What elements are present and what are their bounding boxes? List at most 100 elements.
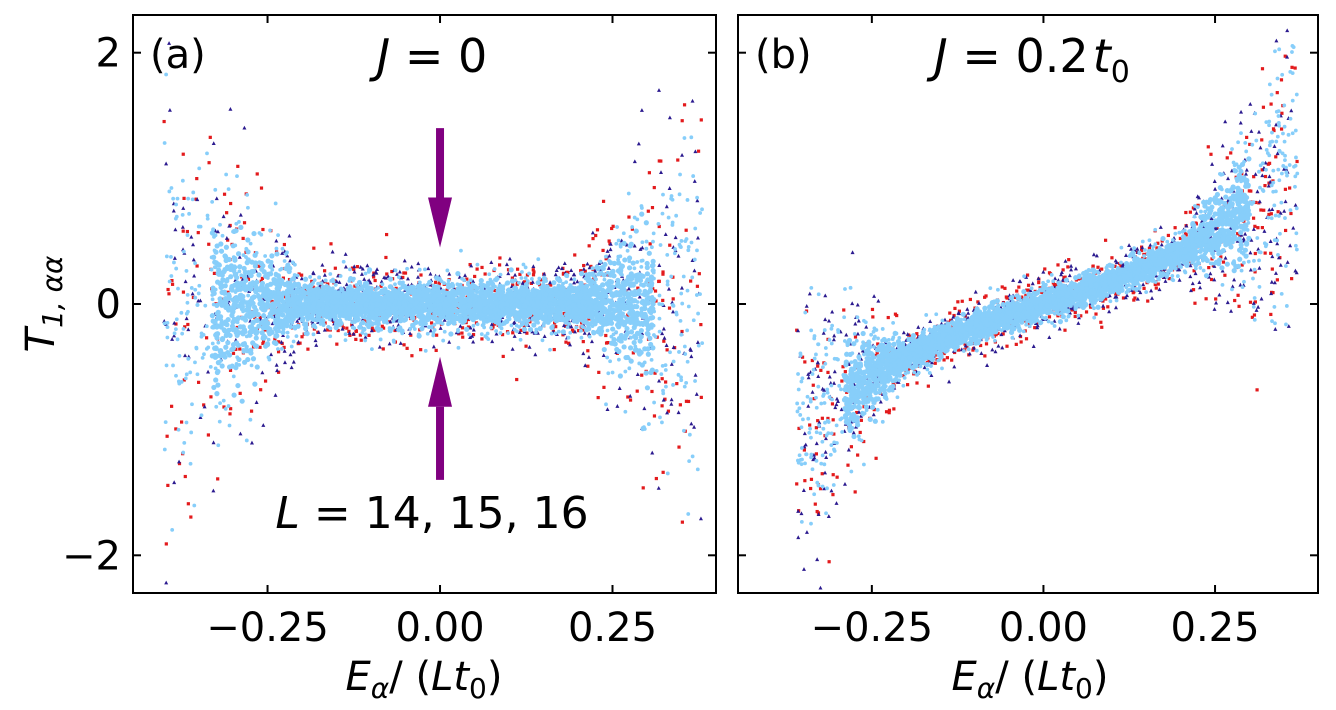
panel-a-core-point-2183: [238, 324, 244, 330]
panel-a-point-s1-135: [261, 423, 266, 427]
panel-a-core-point-751: [623, 354, 629, 361]
panel-a-core-point-1952: [600, 319, 606, 325]
panel-a-point-s2-1342: [210, 200, 215, 204]
panel-a-point-s0-382: [259, 186, 264, 190]
panel-a-point-s2-1103: [341, 259, 346, 264]
panel-a-point-s0-609: [689, 279, 693, 283]
panel-a-point-s2-851: [431, 333, 436, 338]
panel-a-point-s1-573: [387, 341, 392, 346]
panel-a-point-s0-168: [461, 335, 465, 339]
panel-a-point-s2-5: [623, 369, 628, 374]
panel-a-point-s1-389: [553, 272, 558, 277]
panel-a-point-s1-541: [221, 214, 226, 219]
panel-a-core-point-109: [610, 326, 616, 332]
panel-a-point-s1-198: [659, 170, 664, 175]
panel-a-point-s0-38: [564, 340, 568, 344]
panel-a-point-s0-241: [699, 322, 703, 327]
panel-a-point-s0-687: [570, 329, 575, 333]
panel-a-core-point-2056: [586, 326, 592, 332]
panel-a-core-point-861: [479, 285, 485, 291]
panel-a-core-point-1673: [620, 280, 626, 286]
panel-a-point-s2-1372: [260, 335, 265, 340]
panel-a-point-s0-162: [680, 520, 684, 524]
panel-a-point-s2-704: [529, 276, 534, 281]
panel-a-point-s0-562: [282, 345, 286, 349]
panel-a-core-point-1887: [628, 358, 634, 364]
panel-a-core-point-661: [601, 346, 607, 353]
panel-a-point-s1-619: [572, 272, 577, 277]
panel-a-point-s1-275: [295, 318, 300, 323]
panel-a-point-s0-58: [164, 542, 168, 546]
panel-a-point-s2-733: [540, 338, 545, 343]
panel-a-point-s2-4: [184, 269, 189, 273]
panel-a-point-s1-185: [322, 272, 327, 277]
panel-a-point-s0-167: [258, 345, 262, 349]
panel-a-point-s0-261: [367, 333, 371, 337]
panel-a-point-s2-1154: [499, 326, 504, 331]
panel-a-point-s0-421: [186, 322, 190, 327]
panel-a-core-point-1936: [218, 241, 224, 247]
panel-a-point-s1-296: [572, 329, 577, 334]
panel-a-point-s2-671: [167, 189, 172, 194]
panel-a-point-s1-52: [280, 251, 285, 255]
panel-a-core-point-2030: [497, 285, 503, 291]
panel-a-point-s2-1126: [289, 344, 294, 349]
panel-a-point-s1-455: [172, 480, 177, 485]
panel-a-point-s2-1066: [295, 273, 300, 278]
panel-a-point-s2-464: [188, 370, 193, 375]
panel-a-point-s2-835: [208, 365, 213, 369]
panel-a-core-point-1655: [213, 345, 219, 351]
panel-a-point-s1-368: [416, 261, 421, 266]
panel-a-point-s2-326: [164, 254, 169, 259]
panel-a-point-s2-591: [515, 329, 519, 334]
panel-a-point-s2-924: [199, 331, 204, 336]
panel-a-point-s2-1265: [220, 233, 225, 238]
panel-a-point-s0-191: [167, 292, 171, 296]
panel-a-point-s2-189: [316, 281, 321, 286]
panel-a-point-s1-285: [662, 335, 667, 340]
panel-a-point-s2-546: [226, 404, 231, 408]
panel-a-core-point-2000: [264, 283, 270, 289]
panel-a-point-s1-497: [287, 233, 292, 238]
panel-a-point-s2-750: [259, 232, 264, 237]
panel-a-point-s1-48: [510, 346, 515, 351]
panel-a-core-point-1435: [597, 271, 603, 277]
panel-a-point-s1-259: [689, 421, 694, 426]
panel-a-point-s2-619: [674, 310, 679, 315]
panel-a-point-s1-142: [673, 235, 678, 240]
panel-a-point-s2-845: [210, 297, 215, 302]
panel-a-core-point-1697: [490, 303, 496, 309]
panel-a-point-s0-403: [515, 377, 519, 382]
panel-a-core-point-1105: [621, 322, 627, 328]
panel-a-point-s1-41: [458, 323, 463, 328]
panel-a-point-s2-1256: [456, 329, 460, 334]
panel-a-point-s0-352: [372, 328, 376, 332]
panel-a-core-point-1911: [341, 290, 347, 297]
panel-a-point-s2-1075: [602, 277, 607, 282]
panel-a-point-s2-540: [671, 303, 676, 308]
panel-a-point-s2-1098: [190, 402, 194, 407]
panel-a-point-s1-528: [330, 249, 335, 254]
panel-a-point-s2-1324: [460, 276, 464, 281]
panel-a-point-s2-682: [657, 329, 662, 334]
panel-a-point-s1-8: [428, 271, 433, 276]
panel-a-point-s2-1197: [671, 359, 676, 364]
panel-a-point-s1-605: [468, 335, 473, 339]
panel-a-core-point-2087: [253, 330, 259, 337]
panel-a-point-s2-1281: [695, 195, 700, 200]
panel-a-point-s2-1291: [639, 258, 644, 263]
panel-a-point-s0-553: [249, 409, 254, 413]
panel-a-point-s2-1026: [526, 318, 531, 323]
panel-a-point-s2-1004: [308, 275, 313, 279]
panel-a-core-point-1977: [633, 228, 639, 234]
panel-a-core-point-1811: [254, 317, 260, 323]
panel-a-core-point-1007: [618, 332, 624, 339]
panel-a-point-s2-1040: [210, 341, 215, 346]
panel-a-core-point-870: [397, 280, 403, 286]
panel-a-point-s2-1086: [664, 384, 668, 389]
panel-a-core-point-1032: [356, 279, 363, 286]
panel-a-point-s2-537: [594, 277, 598, 282]
panel-a-point-s2-1243: [193, 261, 197, 266]
panel-a-point-s2-3: [292, 273, 297, 277]
panel-a-core-point-1690: [639, 211, 645, 217]
